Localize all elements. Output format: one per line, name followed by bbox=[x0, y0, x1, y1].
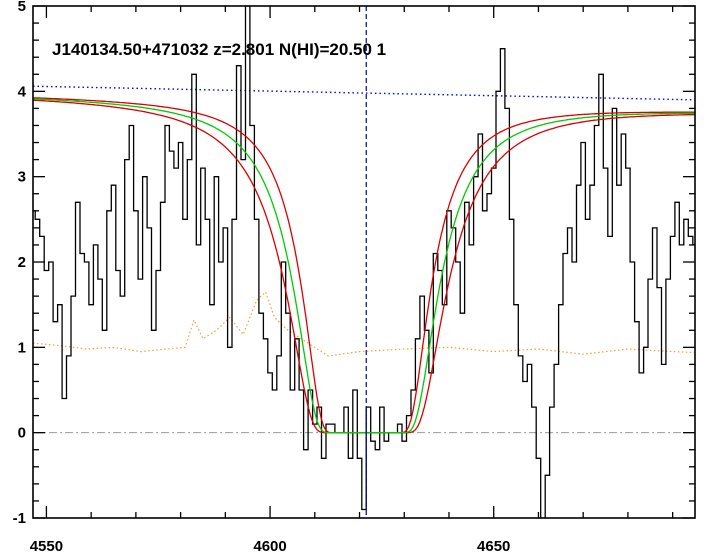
y-tick-label: -1 bbox=[13, 510, 26, 527]
error-spectrum-layer bbox=[33, 290, 695, 357]
model-upper-bound-line bbox=[33, 99, 695, 434]
x-tick-label: 4550 bbox=[30, 538, 63, 555]
continuum-line bbox=[32, 85, 696, 101]
axes-layer: -1 0 1 2 3 4 5 4550 4600 4650 bbox=[13, 0, 696, 555]
x-tick-label: 4650 bbox=[477, 538, 510, 555]
plot-frame bbox=[32, 5, 696, 519]
y-tick-label: 4 bbox=[18, 83, 27, 100]
y-tick-label: 0 bbox=[18, 425, 26, 442]
flux-spectrum-line bbox=[33, 6, 695, 518]
flux-layer bbox=[33, 6, 695, 518]
y-tick-label: 5 bbox=[18, 0, 26, 15]
x-tick-label: 4600 bbox=[253, 538, 286, 555]
model-layer bbox=[33, 97, 695, 434]
chart-title: J140134.50+471032 z=2.801 N(HI)=20.50 1 bbox=[52, 40, 386, 59]
y-tick-label: 3 bbox=[18, 169, 26, 186]
error-spectrum-line bbox=[33, 290, 695, 357]
y-tick-label: 2 bbox=[18, 254, 26, 271]
model-fit-line bbox=[33, 98, 695, 434]
continuum-layer bbox=[32, 85, 696, 101]
y-tick-label: 1 bbox=[18, 339, 26, 356]
model-lower-bound-line bbox=[33, 97, 695, 434]
